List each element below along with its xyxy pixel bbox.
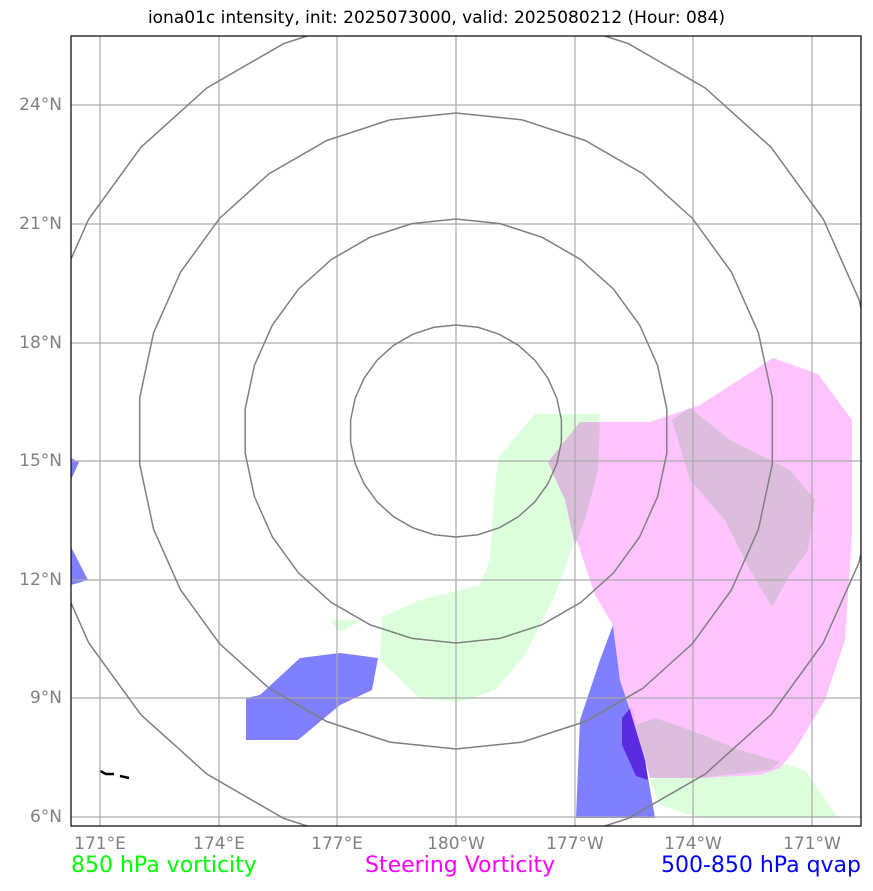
lon-label-177e: 177°E <box>311 834 363 854</box>
legend-850-vorticity: 850 hPa vorticity <box>71 853 257 878</box>
range-ring-2 <box>244 218 668 644</box>
overlap-region-south <box>636 718 780 778</box>
lon-label-177w: 177°W <box>546 834 604 854</box>
range-rings <box>71 36 861 826</box>
range-ring-3 <box>138 112 774 750</box>
lon-label-171e: 171°E <box>74 834 126 854</box>
qvap-region-west-edge-1 <box>71 458 79 480</box>
map-title: iona01c intensity, init: 2025073000, val… <box>147 8 726 28</box>
range-ring-4 <box>71 36 861 826</box>
steering-layer <box>548 358 852 778</box>
lat-label-24n: 24°N <box>19 95 62 115</box>
lon-label-171w: 171°W <box>783 834 841 854</box>
vorticity-850-region-main <box>380 414 600 702</box>
legend-qvap: 500-850 hPa qvap <box>660 853 861 878</box>
qvap-region-west-edge-2 <box>71 547 88 585</box>
lat-label-12n: 12°N <box>19 570 62 590</box>
island-coastline-mark <box>99 769 114 776</box>
range-ring-1 <box>349 324 563 538</box>
graticule <box>71 36 861 826</box>
lat-label-6n: 6°N <box>29 807 62 827</box>
lat-label-15n: 15°N <box>19 451 62 471</box>
legend-steering-vorticity: Steering Vorticity <box>365 853 556 878</box>
qvap-region-central <box>246 653 378 740</box>
lat-label-18n: 18°N <box>19 333 62 353</box>
qvap-layer <box>71 458 655 818</box>
lon-label-180w: 180°W <box>427 834 485 854</box>
vorticity-850-region-small <box>330 620 362 632</box>
lat-label-21n: 21°N <box>19 214 62 234</box>
overlap-region-east <box>672 408 815 607</box>
lon-label-174e: 174°E <box>193 834 245 854</box>
island-coastline-mark-2 <box>119 774 130 780</box>
lon-label-174w: 174°W <box>664 834 722 854</box>
overlap-region-north <box>548 422 600 545</box>
plot-frame <box>70 35 862 827</box>
qvap-region-core <box>622 706 648 780</box>
lat-label-9n: 9°N <box>29 688 62 708</box>
